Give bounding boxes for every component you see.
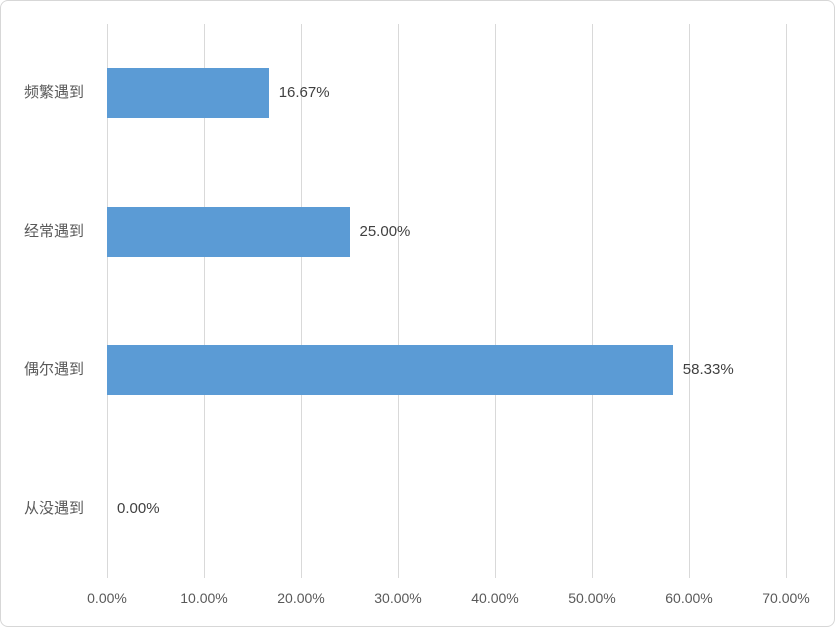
category-label: 频繁遇到 <box>23 84 84 102</box>
x-tick-label: 10.00% <box>180 590 228 606</box>
data-label: 0.00% <box>117 499 160 517</box>
gridline <box>300 24 302 578</box>
data-label: 16.67% <box>278 84 330 102</box>
bar <box>107 345 673 396</box>
bar-row: 0.00% <box>107 440 786 579</box>
x-tick-label: 30.00% <box>374 590 422 606</box>
gridline <box>688 24 690 578</box>
gridline <box>203 24 205 578</box>
x-tick-label: 70.00% <box>762 590 810 606</box>
x-tick-label: 40.00% <box>471 590 519 606</box>
bar-row: 25.00% <box>107 163 786 302</box>
category-label: 从没遇到 <box>23 499 84 517</box>
category-label: 经常遇到 <box>23 222 84 240</box>
x-tick-label: 60.00% <box>665 590 713 606</box>
bar <box>107 68 269 119</box>
x-tick-label: 0.00% <box>87 590 127 606</box>
gridline <box>591 24 593 578</box>
gridline <box>785 24 787 578</box>
bar-row: 58.33% <box>107 301 786 440</box>
gridline <box>397 24 399 578</box>
bar-row: 16.67% <box>107 24 786 163</box>
bar <box>107 206 350 257</box>
x-tick-label: 50.00% <box>568 590 616 606</box>
gridline <box>494 24 496 578</box>
gridline <box>106 24 108 578</box>
plot-area: 16.67% 25.00% 58.33% 0.00% <box>106 24 787 579</box>
data-label: 25.00% <box>359 222 411 240</box>
data-label: 58.33% <box>682 361 734 379</box>
x-axis: 0.00% 10.00% 20.00% 30.00% 40.00% 50.00% 60.00… <box>87 587 810 609</box>
x-tick-label: 20.00% <box>277 590 325 606</box>
category-label: 偶尔遇到 <box>23 361 84 379</box>
